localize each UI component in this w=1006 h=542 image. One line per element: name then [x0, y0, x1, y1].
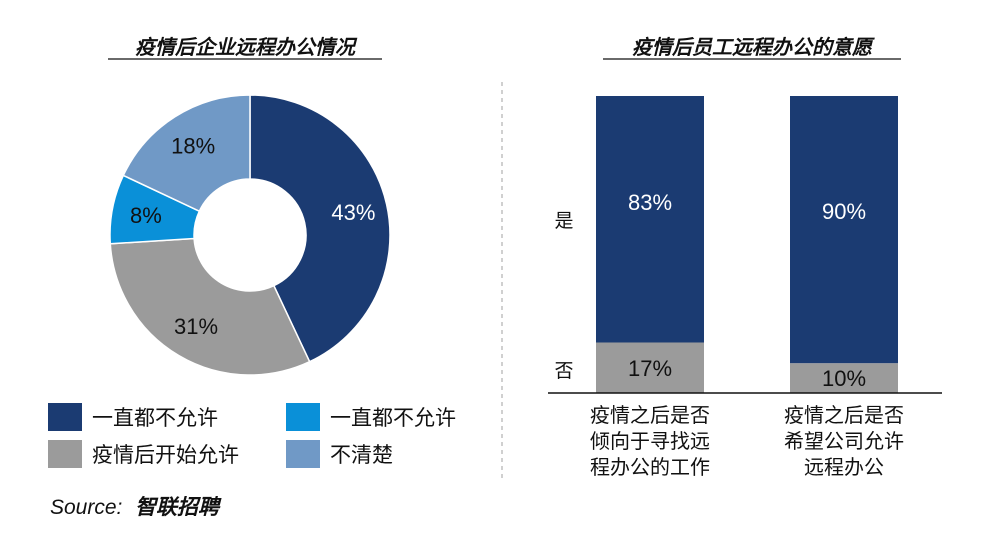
pie-slice-label-3: 18%: [171, 134, 215, 159]
legend-swatch-3: [286, 440, 320, 468]
bar-yes-label-1: 90%: [822, 199, 866, 224]
source-note: Source: 智联招聘: [50, 494, 222, 519]
stacked-bar-chart: 83%17%疫情之后是否倾向于寻找远程办公的工作90%10%疫情之后是否希望公司…: [590, 96, 904, 479]
pie-slice-label-0: 43%: [331, 200, 375, 225]
bar-no-label-0: 17%: [628, 356, 672, 381]
legend-swatch-2: [48, 440, 82, 468]
legend-label-2: 疫情后开始允许: [92, 443, 239, 467]
donut-chart: 43% 31% 8% 18%: [109, 94, 391, 376]
legend-label-3: 不清楚: [330, 443, 393, 467]
legend-label-1: 一直都不允许: [330, 406, 456, 430]
category-label-0-0: 疫情之后是否: [590, 403, 710, 427]
category-label-0-1: 倾向于寻找远: [590, 429, 710, 453]
bar-no-1: [790, 363, 898, 393]
bar-no-label-1: 10%: [822, 366, 866, 391]
category-label-1-2: 远程办公: [804, 455, 884, 479]
pie-slice-0: [249, 94, 391, 363]
legend-swatch-1: [286, 403, 320, 431]
bar-no-0: [596, 342, 704, 393]
source-prefix: Source:: [50, 496, 122, 519]
category-label-1-1: 希望公司允许: [784, 429, 904, 453]
bar-yes-0: [596, 96, 704, 343]
series-label-no: 否: [554, 360, 573, 382]
category-label-1-0: 疫情之后是否: [784, 403, 904, 427]
category-label-0-2: 程办公的工作: [590, 455, 710, 479]
source-name: 智联招聘: [135, 494, 222, 519]
pie-slice-1: [109, 237, 311, 376]
pie-slice-label-2: 8%: [130, 203, 162, 228]
legend-label-0: 一直都不允许: [92, 406, 218, 430]
bar-chart-title: 疫情后员工远程办公的意愿: [632, 35, 875, 59]
series-label-yes: 是: [554, 210, 573, 232]
pie-slice-label-1: 31%: [174, 314, 218, 339]
legend-swatch-0: [48, 403, 82, 431]
bar-yes-1: [790, 96, 898, 364]
pie-slice-3: [122, 94, 251, 213]
pie-chart-title: 疫情后企业远程办公情况: [135, 35, 358, 59]
bar-yes-label-0: 83%: [628, 190, 672, 215]
